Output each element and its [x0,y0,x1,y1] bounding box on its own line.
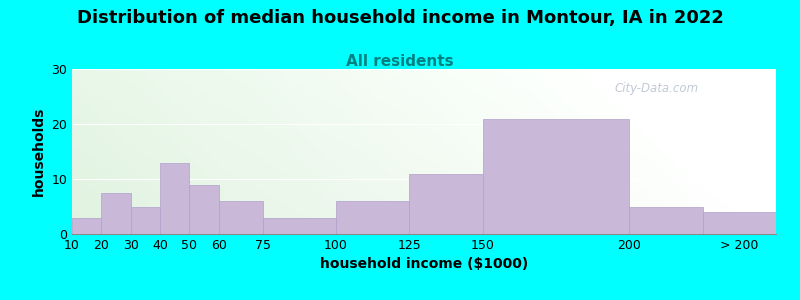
Bar [190,184,218,234]
Text: Distribution of median household income in Montour, IA in 2022: Distribution of median household income … [77,9,723,27]
X-axis label: household income ($1000): household income ($1000) [320,257,528,272]
Bar [218,201,262,234]
Bar [336,201,410,234]
Bar [262,218,336,234]
Text: City-Data.com: City-Data.com [614,82,698,95]
Text: All residents: All residents [346,54,454,69]
Bar [702,212,776,234]
Bar [102,193,130,234]
Bar [72,218,102,234]
Bar [630,206,702,234]
Bar [130,206,160,234]
Bar [160,163,190,234]
Bar [410,173,482,234]
Y-axis label: households: households [32,107,46,196]
Bar [482,118,630,234]
